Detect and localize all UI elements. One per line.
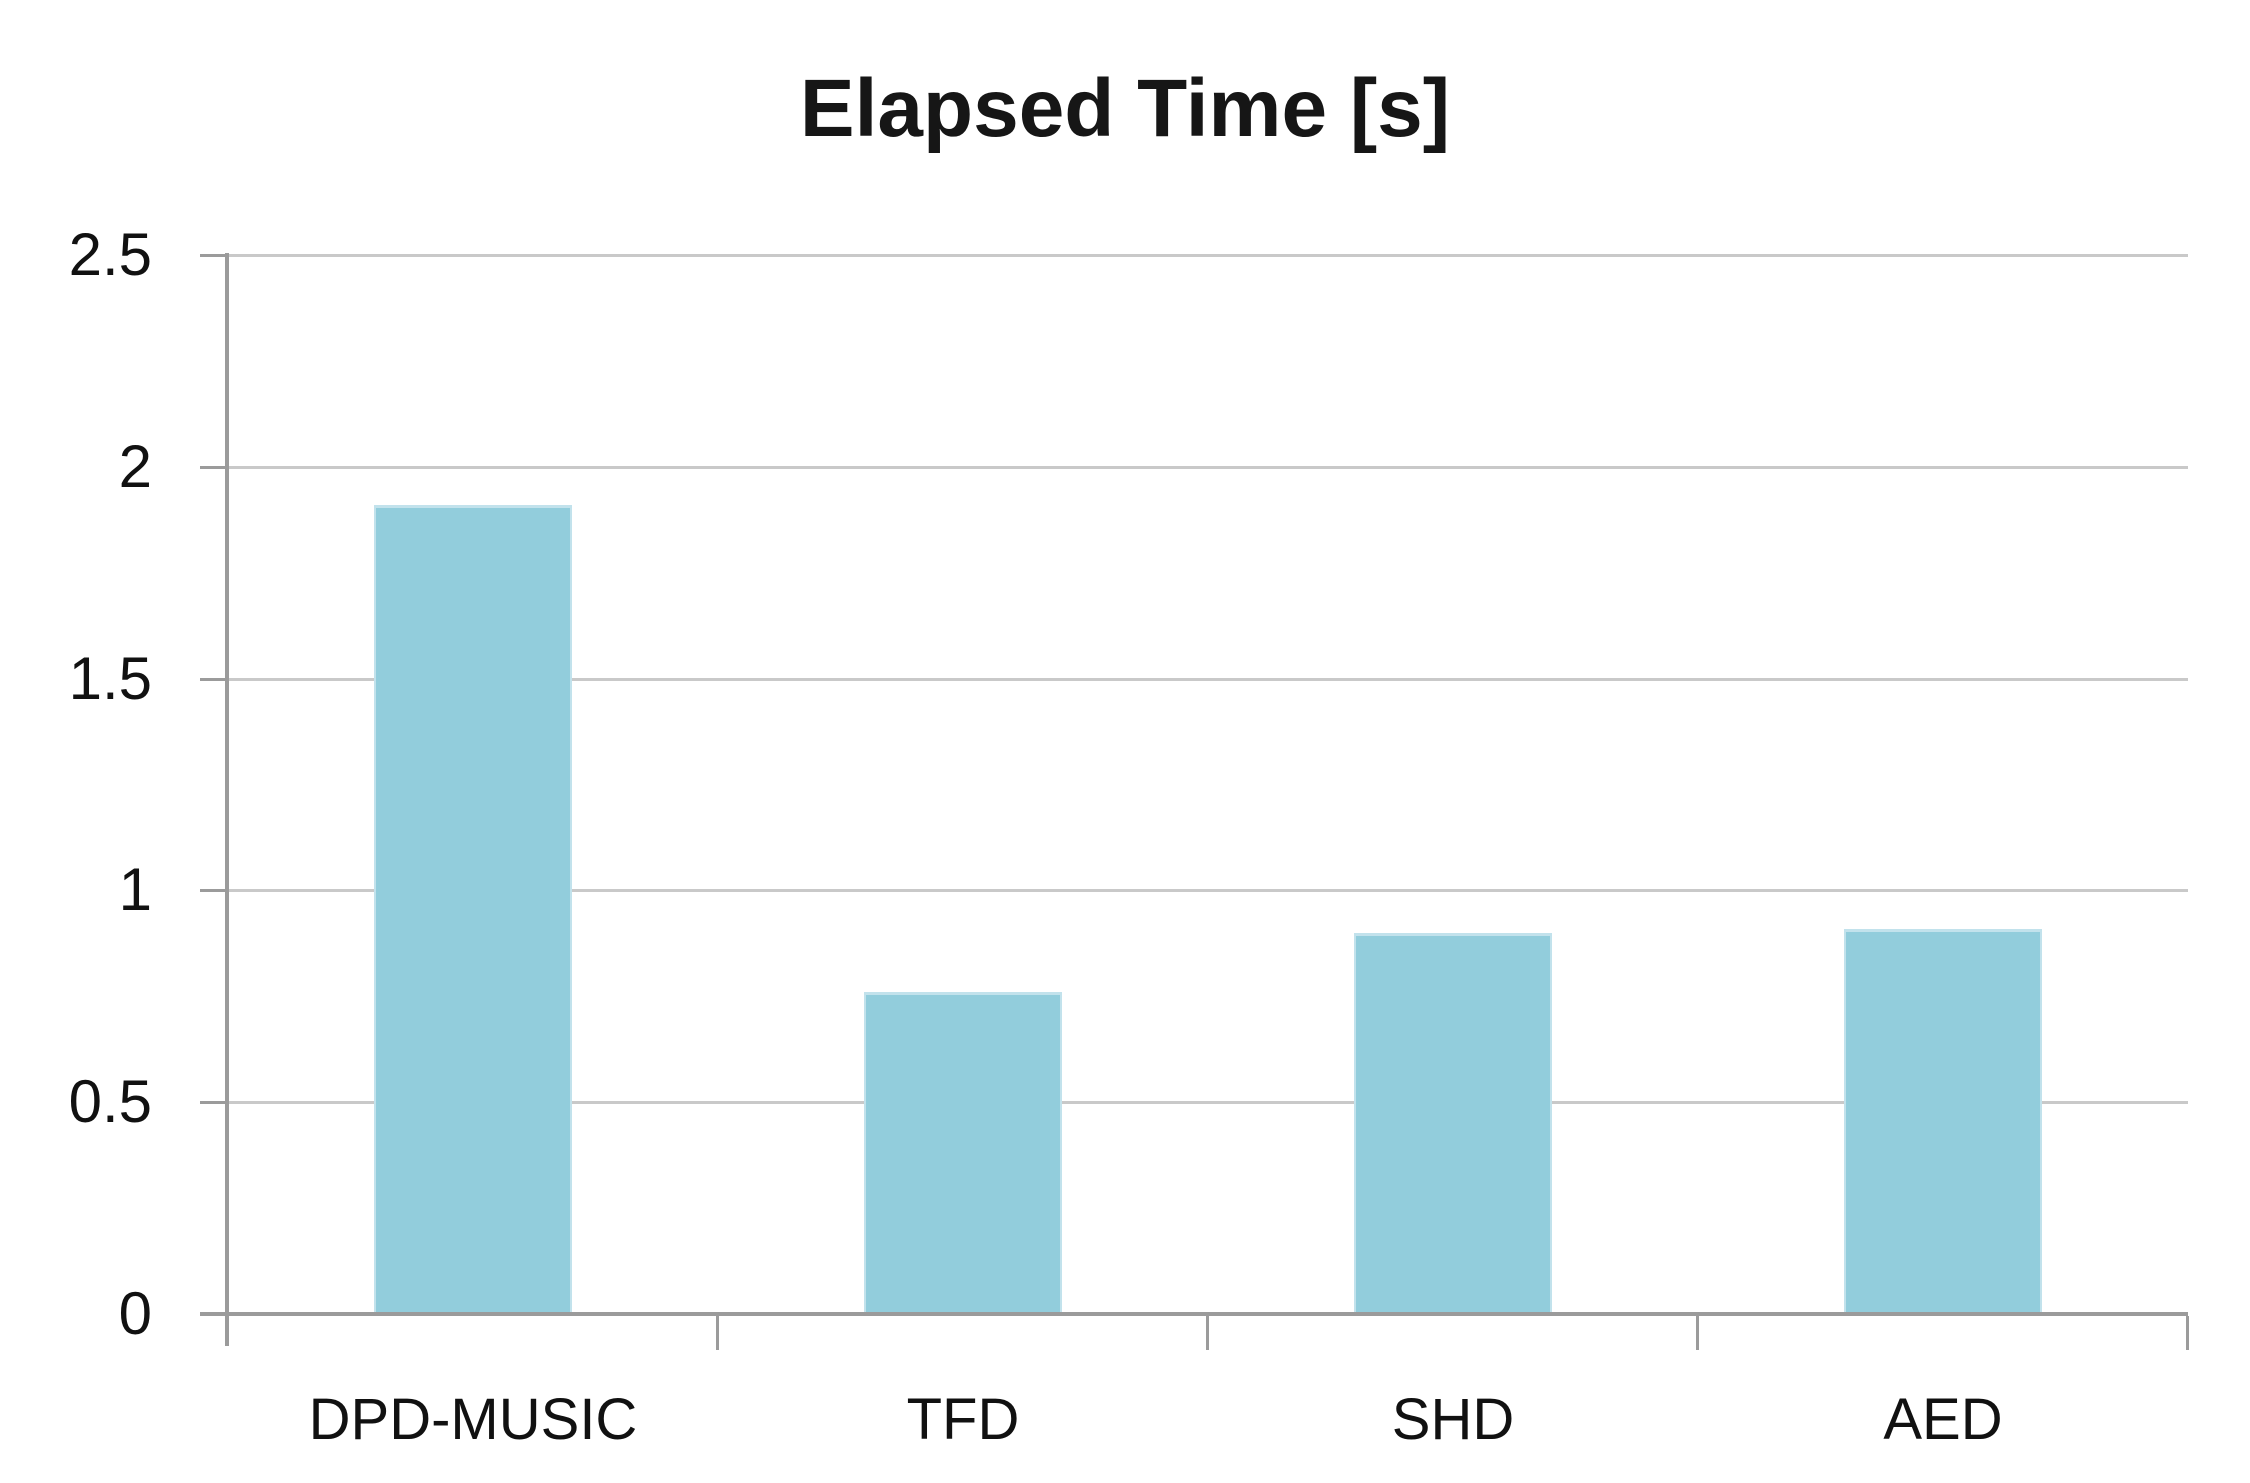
y-tick-mark bbox=[200, 465, 228, 469]
y-tick-label: 0.5 bbox=[68, 1068, 152, 1136]
x-category-label: DPD-MUSIC bbox=[308, 1387, 638, 1452]
gridline bbox=[228, 677, 2188, 681]
y-tick-mark bbox=[200, 889, 228, 893]
gridline bbox=[228, 889, 2188, 893]
x-category-label: TFD bbox=[906, 1387, 1020, 1452]
y-tick-mark bbox=[200, 1101, 228, 1105]
x-tick-mark bbox=[1206, 1316, 1209, 1350]
bar-shd bbox=[1354, 932, 1552, 1314]
y-tick-label: 1 bbox=[118, 856, 152, 924]
bar-aed bbox=[1844, 928, 2042, 1314]
y-tick-label: 2.5 bbox=[68, 221, 152, 288]
x-axis-line bbox=[200, 1312, 2188, 1316]
gridline bbox=[228, 254, 2188, 257]
y-tick-label: 2 bbox=[118, 432, 152, 500]
x-tick-mark bbox=[2186, 1316, 2189, 1350]
x-category-label: AED bbox=[1883, 1387, 2003, 1452]
x-category-label: SHD bbox=[1391, 1387, 1515, 1452]
gridline bbox=[228, 1101, 2188, 1105]
y-tick-mark bbox=[200, 677, 228, 681]
bar-dpd-music bbox=[374, 504, 572, 1314]
y-tick-mark bbox=[200, 254, 228, 257]
bar-tfd bbox=[864, 992, 1062, 1314]
x-tick-mark bbox=[716, 1316, 719, 1350]
y-tick-label: 1.5 bbox=[68, 644, 152, 712]
y-tick-label: 0 bbox=[118, 1280, 152, 1347]
y-axis-line bbox=[225, 253, 229, 1346]
chart-title: Elapsed Time [s] bbox=[799, 63, 1451, 154]
gridline bbox=[228, 465, 2188, 469]
x-tick-mark bbox=[1696, 1316, 1699, 1350]
